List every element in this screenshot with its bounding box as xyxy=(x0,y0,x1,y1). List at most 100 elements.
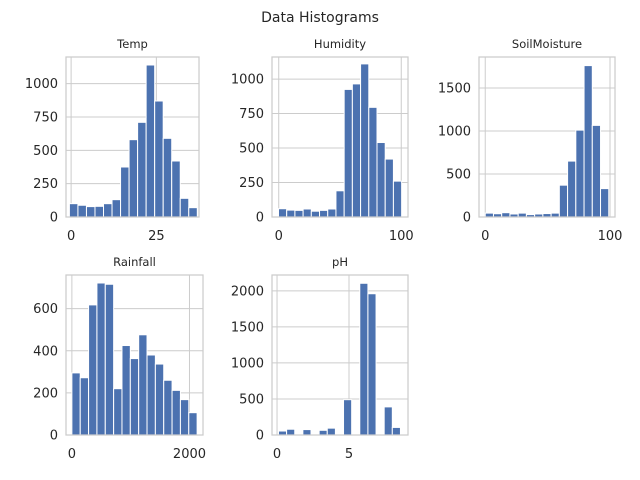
histogram-bar xyxy=(392,180,403,218)
histogram-bar xyxy=(286,209,296,218)
histogram-bar xyxy=(162,137,173,218)
y-tick-label: 250 xyxy=(239,176,264,191)
y-tick-label: 750 xyxy=(33,111,58,126)
axes-frame xyxy=(271,56,409,218)
histogram-bar xyxy=(77,204,87,218)
histogram-bar xyxy=(113,388,123,436)
histogram-bar xyxy=(79,377,90,436)
panel-title: Temp xyxy=(116,37,148,51)
y-tick-label: 500 xyxy=(239,392,264,407)
histogram-bar xyxy=(558,184,569,218)
histogram-bar xyxy=(137,121,147,218)
y-tick-label: 2000 xyxy=(231,284,264,299)
histogram-bar xyxy=(85,206,96,218)
histogram-bar xyxy=(154,363,165,436)
histogram-bar xyxy=(302,208,312,218)
figure-title: Data Histograms xyxy=(261,10,379,26)
histogram-bar xyxy=(343,399,353,436)
histogram-bar xyxy=(104,283,115,436)
x-tick-label: 0 xyxy=(275,229,283,244)
histogram-bar xyxy=(128,139,139,218)
axes-frame xyxy=(478,56,616,218)
histogram-bar xyxy=(391,426,401,436)
y-tick-label: 500 xyxy=(239,142,264,157)
histogram-bar xyxy=(188,412,198,436)
y-tick-label: 200 xyxy=(33,386,58,401)
histogram-bar xyxy=(111,199,122,218)
histogram-bar xyxy=(351,83,362,218)
histogram-bar xyxy=(121,345,131,436)
histogram-bar xyxy=(383,406,393,436)
histogram-bar xyxy=(600,188,610,218)
x-tick-label: 0 xyxy=(481,229,489,244)
histogram-bar xyxy=(179,399,190,436)
histogram-bar xyxy=(302,429,312,436)
histogram-bar xyxy=(335,190,345,218)
histogram-bar xyxy=(359,282,369,436)
histogram-bar xyxy=(326,427,336,436)
y-tick-label: 500 xyxy=(446,167,471,182)
y-tick-label: 250 xyxy=(33,177,58,192)
histogram-bar xyxy=(310,210,321,218)
histogram-panel: 0 200 400 600 0 2000 Rainfall xyxy=(33,255,206,462)
histogram-bar xyxy=(360,63,370,218)
histogram-bar xyxy=(94,205,105,218)
panel-title: Humidity xyxy=(314,37,366,51)
histogram-bar xyxy=(343,88,353,218)
histogram-panel: 0 500 1000 1500 0 100 SoilMoisture xyxy=(438,37,623,244)
y-tick-label: 750 xyxy=(239,107,264,122)
axes-frame xyxy=(65,274,204,436)
histogram-bar xyxy=(384,158,394,218)
histogram-bar xyxy=(286,428,296,436)
x-tick-label: 0 xyxy=(68,447,76,462)
axes-frame xyxy=(65,56,200,218)
panel-title: Rainfall xyxy=(113,255,156,269)
histogram-bar xyxy=(120,166,130,218)
histogram-bar xyxy=(294,209,304,218)
y-tick-label: 0 xyxy=(256,211,264,226)
x-tick-label: 100 xyxy=(598,229,623,244)
histogram-bar xyxy=(179,197,190,218)
histogram-bar xyxy=(591,124,602,218)
histogram-bar xyxy=(68,203,79,218)
histogram-bar xyxy=(129,358,140,436)
histogram-bar xyxy=(103,203,113,218)
histogram-bar xyxy=(368,106,378,218)
panel-title: SoilMoisture xyxy=(512,37,582,51)
histogram-bar xyxy=(171,160,181,218)
histogram-panel: 0 250 500 750 1000 0 100 Humidity xyxy=(231,37,414,244)
y-tick-label: 1000 xyxy=(231,356,264,371)
histogram-bar xyxy=(277,208,288,218)
histogram-bar xyxy=(501,212,511,218)
histogram-bar xyxy=(138,334,148,436)
histogram-bar xyxy=(88,304,98,436)
axes-frame xyxy=(271,274,409,436)
histogram-bar xyxy=(146,354,156,436)
histogram-bar xyxy=(163,379,173,436)
x-tick-label: 5 xyxy=(345,447,353,462)
histogram-bar xyxy=(171,389,181,436)
histogram-bar xyxy=(327,208,337,218)
y-tick-label: 1000 xyxy=(231,73,264,88)
y-tick-label: 600 xyxy=(33,302,58,317)
y-tick-label: 0 xyxy=(463,211,471,226)
y-tick-label: 1000 xyxy=(25,77,58,92)
histogram-bar xyxy=(567,160,577,218)
histogram-bar xyxy=(575,129,585,218)
y-tick-label: 0 xyxy=(256,429,264,444)
panel-title: pH xyxy=(332,255,348,269)
histogram-bar xyxy=(188,207,198,218)
histogram-bar xyxy=(319,209,329,218)
histogram-bar xyxy=(145,64,156,218)
x-tick-label: 100 xyxy=(389,229,414,244)
histogram-bar xyxy=(71,372,81,436)
y-tick-label: 400 xyxy=(33,344,58,359)
y-tick-label: 1500 xyxy=(438,81,471,96)
y-tick-label: 1500 xyxy=(231,320,264,335)
histogram-bar xyxy=(367,293,377,436)
x-tick-label: 0 xyxy=(67,229,75,244)
x-tick-label: 25 xyxy=(148,229,165,244)
y-tick-label: 500 xyxy=(33,144,58,159)
histogram-panel: 0 250 500 750 1000 0 25 Temp xyxy=(25,37,200,244)
